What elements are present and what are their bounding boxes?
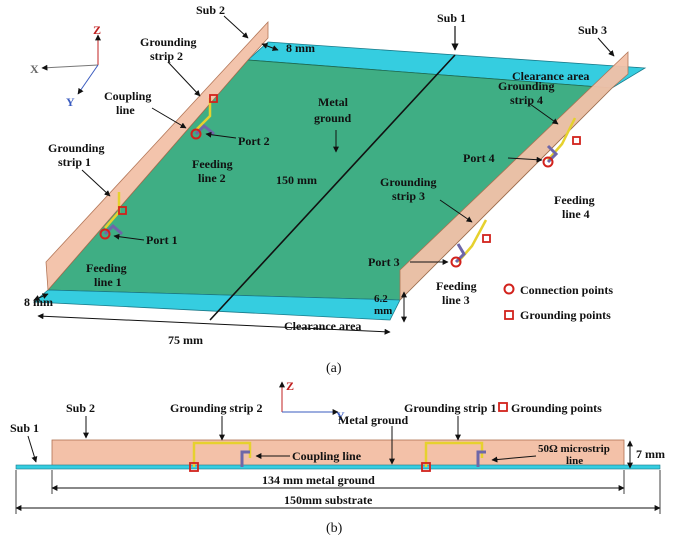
legend-grounding-label: Grounding points xyxy=(520,308,611,322)
axis-y-label-b: Y xyxy=(336,409,345,423)
sub3-substrate xyxy=(399,51,629,301)
coupling-line-label-side: Coupling line xyxy=(292,449,362,463)
grounding-strip-2-label-b: strip 2 xyxy=(150,49,183,63)
grounding-strip-1-label-side: Grounding strip 1 xyxy=(404,401,496,415)
feeding-line-4-label-b: line 4 xyxy=(562,207,590,221)
metal-ground-label-side: Metal ground xyxy=(338,413,408,427)
connection-point-1 xyxy=(99,228,111,240)
sub1-label-b: Sub 1 xyxy=(10,421,39,435)
caption-a: (a) xyxy=(326,361,342,376)
port-4-label: Port 4 xyxy=(463,151,495,165)
grounding-strip-4-label-b: strip 4 xyxy=(510,93,543,107)
axes-a: Z X Y xyxy=(30,23,101,109)
connection-point-4 xyxy=(542,156,554,168)
sub2-label-b: Sub 2 xyxy=(66,401,95,415)
feeding-line-3-label-a: Feeding xyxy=(436,279,477,293)
sub2-substrate-side xyxy=(51,439,625,467)
len-150mm-label: 150 mm xyxy=(276,173,317,187)
grounding-strip-3-label-a: Grounding xyxy=(380,175,436,189)
feeding-line-4-label-a: Feeding xyxy=(554,193,595,207)
clearance-bottom-label: Clearance area xyxy=(284,319,361,333)
grounding-point-2-side xyxy=(189,462,199,472)
metal-ground-label-b: ground xyxy=(314,111,351,125)
height-mm-label: mm xyxy=(374,305,392,317)
feeding-line-1-label-b: line 1 xyxy=(94,275,122,289)
len-134mm-label: 134 mm metal ground xyxy=(262,473,375,487)
caption-b: (b) xyxy=(326,521,343,536)
grounding-strip-1-label-b: strip 1 xyxy=(58,155,91,169)
legend-connection-marker xyxy=(503,283,515,295)
grounding-strip-2-label-a: Grounding xyxy=(140,35,196,49)
grounding-strip-4 xyxy=(547,117,577,161)
len-8mm-top: 8 mm xyxy=(286,41,315,55)
feeding-line-2-label-a: Feeding xyxy=(192,157,233,171)
axes-b: Z Y xyxy=(279,379,345,423)
axis-z-label: Z xyxy=(93,23,101,37)
feeding-line-1-label-a: Feeding xyxy=(86,261,127,275)
microstrip-label-a: 50Ω microstrip xyxy=(538,443,610,455)
feeding-line-2-label-b: line 2 xyxy=(198,171,226,185)
sub2-substrate xyxy=(45,20,269,291)
panel-b: Z Y Sub 2 Groun xyxy=(10,379,665,536)
port-2-label: Port 2 xyxy=(238,134,270,148)
grounding-strip-4-label-a: Grounding xyxy=(498,79,554,93)
sub1-line xyxy=(209,54,456,321)
coupling-line-label-b: line xyxy=(116,103,135,117)
grounding-point-2 xyxy=(209,94,218,103)
len-75mm-label: 75 mm xyxy=(168,333,203,347)
height-7mm-label: 7 mm xyxy=(636,447,665,461)
grounding-strip-1-label-a: Grounding xyxy=(48,141,104,155)
coupling-line-label-a: Coupling xyxy=(104,89,151,103)
legend-connection-label: Connection points xyxy=(520,283,613,297)
microstrip-label-b: line xyxy=(566,455,583,467)
grounding-point-1 xyxy=(118,206,127,215)
metal-ground-label-a: Metal xyxy=(318,95,349,109)
grounding-point-1-side xyxy=(421,462,431,472)
legend-grounding-marker xyxy=(504,310,514,320)
sub1-substrate-side xyxy=(15,464,661,470)
sub2-label: Sub 2 xyxy=(196,3,225,17)
grounding-point-4 xyxy=(572,136,581,145)
legend-grounding-label-b: Grounding points xyxy=(511,401,602,415)
len-8mm-bottom: 8 mm xyxy=(24,295,53,309)
connection-point-3 xyxy=(450,256,462,268)
port-3-label: Port 3 xyxy=(368,255,400,269)
clearance-top-label: Clearance area xyxy=(512,69,589,83)
grounding-strip-3-label-b: strip 3 xyxy=(392,189,425,203)
panel-a: Z X Y Sub 2 Sub 1 Sub 3 Grounding strip … xyxy=(24,3,647,376)
axis-z-label-b: Z xyxy=(286,379,294,393)
microstrip-line-side xyxy=(476,450,486,467)
sub1-label: Sub 1 xyxy=(437,11,466,25)
feeding-line-3-label-b: line 3 xyxy=(442,293,470,307)
connection-point-2 xyxy=(190,128,202,140)
grounding-strip-2 xyxy=(195,98,212,131)
legend-grounding-marker-b xyxy=(498,402,508,412)
axis-y-label: Y xyxy=(66,95,75,109)
height-6.2-label: 6.2 xyxy=(374,293,388,305)
len-150mm-substrate-label: 150mm substrate xyxy=(284,493,373,507)
axis-x-label: X xyxy=(30,62,39,76)
coupling-line-side xyxy=(240,450,250,467)
grounding-strip-2-label-side: Grounding strip 2 xyxy=(170,401,262,415)
sub3-label: Sub 3 xyxy=(578,23,607,37)
port-1-label: Port 1 xyxy=(146,233,178,247)
grounding-point-3 xyxy=(482,234,491,243)
